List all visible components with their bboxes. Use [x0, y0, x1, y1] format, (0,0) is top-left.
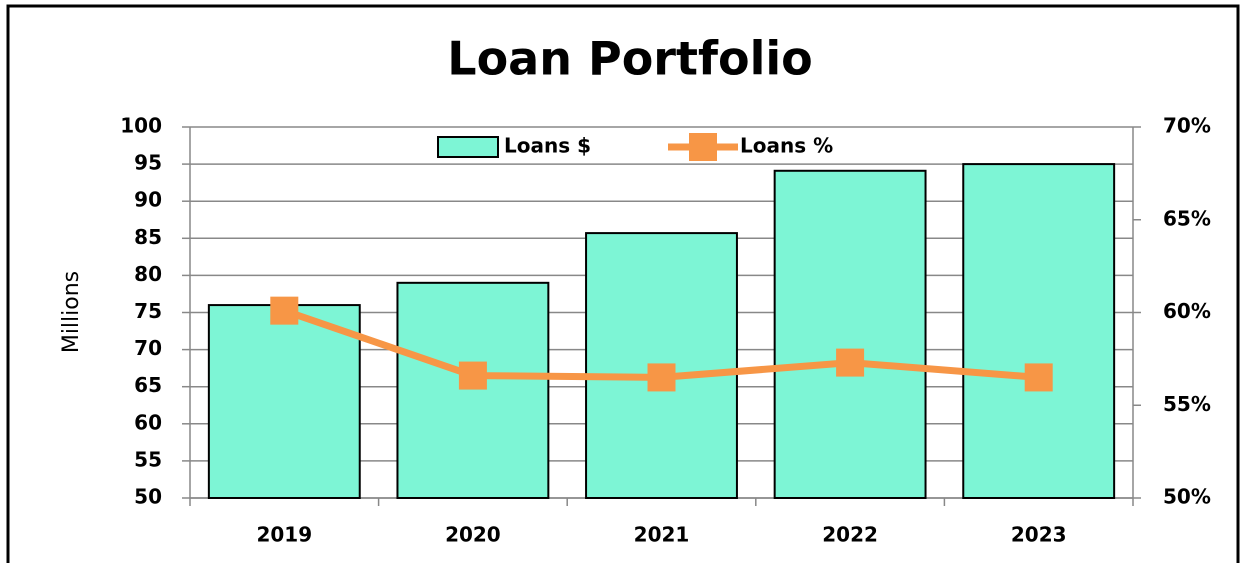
bar [773, 169, 927, 499]
y2-tick-label: 50% [1163, 485, 1211, 509]
bar [207, 304, 361, 499]
y2-tick-label: 70% [1163, 114, 1211, 138]
y2-tick-label: 65% [1163, 206, 1211, 230]
chart-title: Loan Portfolio [447, 32, 812, 86]
y-tick-label: 50 [134, 485, 162, 509]
y-tick-label: 70 [134, 336, 162, 360]
y-tick-label: 60 [134, 410, 162, 434]
bar [396, 281, 550, 499]
line-marker [270, 296, 299, 325]
y-tick-label: 80 [134, 262, 162, 286]
legend-swatch [689, 133, 717, 161]
line-marker [836, 348, 865, 377]
y-tick-label: 55 [134, 447, 162, 471]
y-tick-label: 75 [134, 299, 162, 323]
y2-tick-label: 60% [1163, 299, 1211, 323]
x-tick-label: 2022 [822, 523, 878, 547]
y-tick-label: 90 [134, 188, 162, 212]
y-tick-label: 65 [134, 373, 162, 397]
y-tick-label: 95 [134, 151, 162, 175]
legend-label: Loans $ [504, 134, 591, 158]
x-tick-label: 2023 [1011, 523, 1067, 547]
y-tick-label: 100 [120, 114, 162, 138]
x-tick-label: 2019 [256, 523, 312, 547]
y-axis-label: Millions [59, 271, 84, 353]
line-marker [1024, 363, 1053, 392]
line-marker [458, 361, 487, 390]
x-tick-label: 2020 [445, 523, 501, 547]
chart-frame [6, 4, 1240, 563]
y-tick-label: 85 [134, 225, 162, 249]
line-marker [647, 363, 676, 392]
y2-tick-label: 55% [1163, 392, 1211, 416]
x-tick-label: 2021 [634, 523, 690, 547]
legend-swatch [437, 136, 499, 158]
bar [962, 163, 1116, 499]
legend-label: Loans % [740, 134, 833, 158]
